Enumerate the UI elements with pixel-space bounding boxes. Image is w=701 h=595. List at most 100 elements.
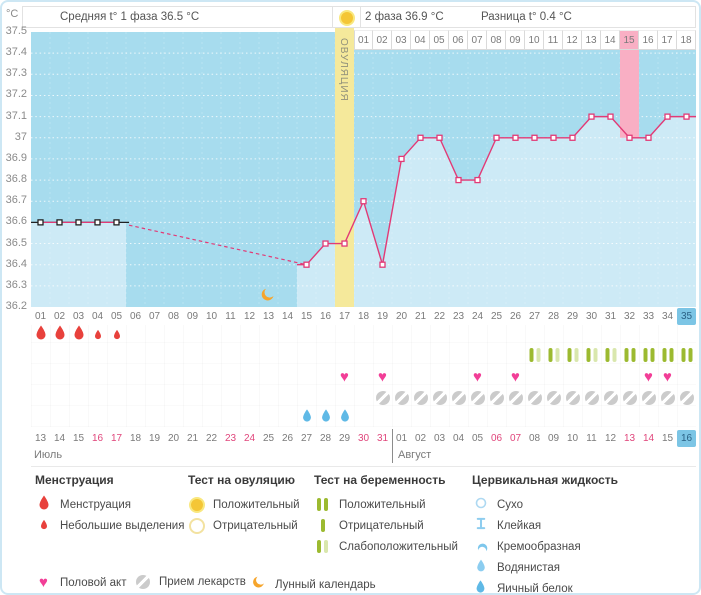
dpo-cell[interactable]: 05 bbox=[430, 30, 449, 50]
calendar-date-cell[interactable]: 31 bbox=[376, 433, 389, 444]
temperature-marker[interactable] bbox=[512, 134, 519, 141]
cycle-day-cell[interactable]: 12 bbox=[243, 311, 256, 322]
calendar-date-cell[interactable]: 11 bbox=[586, 433, 597, 444]
temperature-marker[interactable] bbox=[626, 134, 633, 141]
calendar-date-cell[interactable]: 04 bbox=[452, 433, 465, 444]
temperature-marker[interactable] bbox=[303, 261, 310, 268]
calendar-date-cell[interactable]: 20 bbox=[167, 433, 180, 444]
temperature-marker[interactable] bbox=[56, 219, 63, 226]
dpo-cell[interactable]: 08 bbox=[487, 30, 506, 50]
calendar-date-cell[interactable]: 13 bbox=[623, 433, 636, 444]
temperature-marker[interactable] bbox=[531, 134, 538, 141]
cycle-day-cell[interactable]: 05 bbox=[110, 311, 123, 322]
cycle-day-cell[interactable]: 02 bbox=[53, 311, 66, 322]
calendar-date-cell[interactable]: 25 bbox=[262, 433, 275, 444]
calendar-date-cell[interactable]: 21 bbox=[186, 433, 199, 444]
calendar-date-cell[interactable]: 30 bbox=[357, 433, 370, 444]
cycle-day-cell[interactable]: 28 bbox=[547, 311, 560, 322]
calendar-date-cell[interactable]: 14 bbox=[53, 433, 66, 444]
cycle-day-cell[interactable]: 16 bbox=[319, 311, 332, 322]
cycle-day-cell[interactable]: 22 bbox=[433, 311, 446, 322]
cycle-day-cell[interactable]: 14 bbox=[281, 311, 294, 322]
temperature-marker[interactable] bbox=[436, 134, 443, 141]
dpo-cell[interactable]: 11 bbox=[544, 30, 563, 50]
calendar-date-cell[interactable]: 24 bbox=[243, 433, 256, 444]
calendar-date-cell[interactable]: 07 bbox=[509, 433, 522, 444]
temperature-marker[interactable] bbox=[588, 113, 595, 120]
temperature-marker[interactable] bbox=[474, 176, 481, 184]
cycle-day-cell[interactable]: 31 bbox=[604, 311, 617, 322]
cycle-day-cell[interactable]: 03 bbox=[72, 311, 85, 322]
cycle-day-cell[interactable]: 34 bbox=[661, 311, 674, 322]
dpo-cell[interactable]: 15 bbox=[620, 30, 639, 50]
dpo-cell[interactable]: 13 bbox=[582, 30, 601, 50]
dpo-cell[interactable]: 17 bbox=[658, 30, 677, 50]
cycle-day-cell[interactable]: 10 bbox=[205, 311, 218, 322]
cycle-day-cell[interactable]: 27 bbox=[528, 311, 541, 322]
calendar-date-cell[interactable]: 23 bbox=[224, 433, 237, 444]
dpo-cell[interactable]: 16 bbox=[639, 30, 658, 50]
temperature-marker[interactable] bbox=[493, 134, 500, 141]
calendar-date-cell[interactable]: 19 bbox=[148, 433, 161, 444]
cycle-day-cell[interactable]: 26 bbox=[509, 311, 522, 322]
temperature-marker[interactable] bbox=[379, 261, 386, 268]
temperature-marker[interactable] bbox=[75, 219, 82, 226]
calendar-date-cell[interactable]: 10 bbox=[566, 433, 579, 444]
temperature-marker[interactable] bbox=[664, 113, 671, 120]
temperature-marker[interactable] bbox=[398, 155, 405, 163]
cycle-day-cell[interactable]: 01 bbox=[34, 311, 47, 322]
temperature-marker[interactable] bbox=[322, 240, 329, 247]
calendar-date-cell[interactable]: 26 bbox=[281, 433, 294, 444]
calendar-date-cell[interactable]: 29 bbox=[338, 433, 351, 444]
calendar-date-cell[interactable]: 22 bbox=[205, 433, 218, 444]
temperature-marker[interactable] bbox=[113, 219, 120, 226]
cycle-day-cell[interactable]: 06 bbox=[129, 311, 142, 322]
cycle-day-cell[interactable]: 15 bbox=[300, 311, 313, 322]
cycle-day-cell[interactable]: 35 bbox=[677, 308, 696, 325]
calendar-date-cell[interactable]: 27 bbox=[300, 433, 313, 444]
temperature-marker[interactable] bbox=[645, 134, 652, 141]
dpo-cell[interactable]: 18 bbox=[677, 30, 696, 50]
dpo-cell[interactable]: 06 bbox=[449, 30, 468, 50]
calendar-date-cell[interactable]: 14 bbox=[642, 433, 655, 444]
calendar-date-cell[interactable]: 12 bbox=[604, 433, 617, 444]
calendar-date-cell[interactable]: 05 bbox=[471, 433, 484, 444]
dpo-cell[interactable]: 09 bbox=[506, 30, 525, 50]
cycle-day-cell[interactable]: 33 bbox=[642, 311, 655, 322]
dpo-cell[interactable]: 12 bbox=[563, 30, 582, 50]
calendar-date-cell[interactable]: 16 bbox=[677, 430, 696, 447]
calendar-date-cell[interactable]: 02 bbox=[414, 433, 427, 444]
cycle-day-cell[interactable]: 07 bbox=[148, 311, 161, 322]
calendar-date-cell[interactable]: 28 bbox=[319, 433, 332, 444]
cycle-day-cell[interactable]: 17 bbox=[338, 311, 351, 322]
cycle-day-cell[interactable]: 04 bbox=[91, 311, 104, 322]
temperature-marker[interactable] bbox=[550, 134, 557, 141]
dpo-cell[interactable]: 03 bbox=[392, 30, 411, 50]
dpo-cell[interactable]: 04 bbox=[411, 30, 430, 50]
temperature-marker[interactable] bbox=[37, 219, 44, 226]
cycle-day-cell[interactable]: 25 bbox=[490, 311, 503, 322]
cycle-day-cell[interactable]: 29 bbox=[566, 311, 579, 322]
cycle-day-cell[interactable]: 18 bbox=[357, 311, 370, 322]
cycle-day-cell[interactable]: 09 bbox=[186, 311, 199, 322]
temperature-marker[interactable] bbox=[360, 198, 367, 205]
calendar-date-cell[interactable]: 15 bbox=[661, 433, 674, 444]
calendar-date-cell[interactable]: 01 bbox=[395, 433, 408, 444]
temperature-marker[interactable] bbox=[607, 113, 614, 120]
dpo-cell[interactable]: 07 bbox=[468, 30, 487, 50]
calendar-date-cell[interactable]: 06 bbox=[490, 433, 503, 444]
dpo-cell[interactable]: 14 bbox=[601, 30, 620, 50]
calendar-date-cell[interactable]: 16 bbox=[91, 433, 104, 444]
temperature-marker[interactable] bbox=[683, 113, 690, 120]
temperature-marker[interactable] bbox=[455, 176, 462, 184]
temperature-marker[interactable] bbox=[94, 219, 101, 226]
calendar-date-cell[interactable]: 03 bbox=[433, 433, 446, 444]
dpo-cell[interactable]: 02 bbox=[373, 30, 392, 50]
calendar-date-cell[interactable]: 08 bbox=[528, 433, 541, 444]
temperature-marker[interactable] bbox=[417, 134, 424, 141]
cycle-day-cell[interactable]: 20 bbox=[395, 311, 408, 322]
cycle-day-cell[interactable]: 32 bbox=[623, 311, 636, 322]
calendar-date-cell[interactable]: 18 bbox=[129, 433, 142, 444]
cycle-day-cell[interactable]: 13 bbox=[262, 311, 275, 322]
cycle-day-cell[interactable]: 19 bbox=[376, 311, 389, 322]
